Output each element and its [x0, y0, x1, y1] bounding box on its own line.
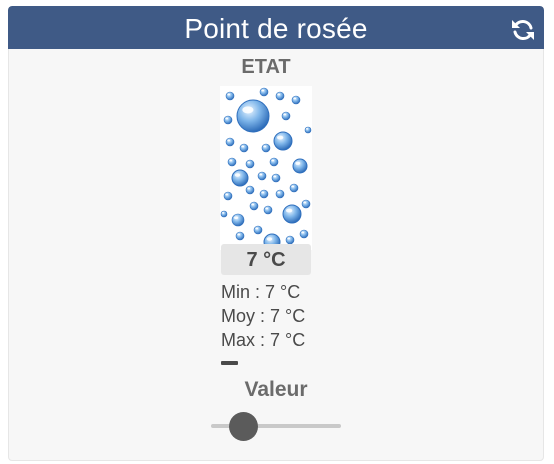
slider-label: Valeur — [8, 378, 544, 402]
widget-title: Point de rosée — [184, 13, 368, 44]
state-label: ETAT — [241, 56, 291, 78]
slider-thumb[interactable] — [229, 412, 258, 441]
max-value: Max : 7 °C — [221, 330, 306, 350]
dew-point-widget: Point de rosée ETAT — [8, 6, 544, 461]
trend-dash — [221, 361, 238, 365]
value-slider[interactable] — [211, 412, 341, 441]
refresh-icon[interactable] — [510, 17, 536, 43]
current-value: 7 °C — [221, 244, 311, 275]
slider-label-text: Valeur — [244, 378, 308, 401]
average-value: Moy : 7 °C — [221, 306, 306, 326]
slider-track[interactable] — [211, 424, 341, 428]
water-drops-icon — [220, 86, 312, 250]
min-value: Min : 7 °C — [221, 282, 301, 302]
widget-header: Point de rosée — [8, 6, 544, 49]
